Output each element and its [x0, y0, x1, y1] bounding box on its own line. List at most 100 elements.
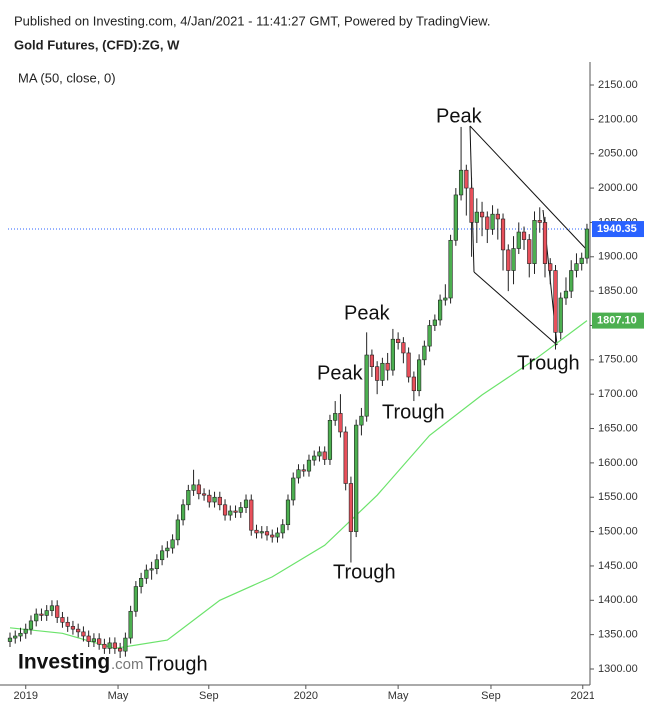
- candle-body: [417, 359, 422, 392]
- candle-body: [91, 638, 97, 642]
- candle-body: [427, 325, 432, 347]
- candle-body: [411, 376, 416, 392]
- candle-body: [212, 496, 217, 503]
- candle-body: [196, 484, 201, 495]
- last-price-box: [592, 221, 644, 238]
- candle-body: [107, 642, 112, 649]
- candle-body: [396, 338, 401, 343]
- candle-body: [474, 211, 479, 223]
- candle-body: [516, 231, 521, 249]
- candle-body: [222, 504, 228, 516]
- candle-body: [254, 529, 259, 534]
- ma-price-label: 1807.10: [597, 315, 637, 327]
- candle-body: [175, 519, 180, 541]
- candle-body: [448, 239, 453, 299]
- candle-body: [270, 534, 275, 538]
- logo-main: Investing: [18, 651, 110, 674]
- last-price-label: 1940.35: [597, 223, 637, 235]
- trend-line: [469, 125, 588, 251]
- y-tick-label: 2150.00: [598, 79, 638, 91]
- candle-body: [238, 507, 243, 513]
- candle-body: [453, 194, 458, 241]
- candle-body: [144, 569, 149, 579]
- candle-body: [291, 477, 296, 501]
- candle-body: [28, 620, 34, 630]
- candle-body: [469, 187, 474, 223]
- candle-body: [301, 469, 306, 472]
- trend-line: [473, 271, 558, 346]
- candle-body: [191, 484, 196, 491]
- candle-body: [128, 610, 133, 639]
- candle-body: [406, 352, 411, 378]
- candle-body: [228, 510, 233, 516]
- candle-body: [306, 459, 312, 472]
- candle-body: [479, 211, 485, 218]
- candle-body: [364, 354, 369, 417]
- candle-body: [207, 494, 212, 503]
- candle-body: [49, 605, 55, 611]
- candle-body: [133, 586, 138, 612]
- candle-body: [312, 455, 317, 461]
- candle-body: [86, 635, 91, 642]
- candle-body: [39, 613, 44, 616]
- candle-body: [112, 642, 117, 649]
- candle-body: [44, 610, 49, 616]
- candle-body: [118, 648, 123, 652]
- logo-suffix: .com: [111, 656, 144, 673]
- candle-body: [7, 637, 13, 642]
- x-tick-label: 2020: [294, 690, 318, 702]
- pattern-annotation: Trough: [382, 401, 445, 423]
- candle-body: [259, 531, 264, 534]
- candle-body: [458, 169, 464, 196]
- candle-body: [123, 637, 128, 652]
- candle-body: [201, 493, 207, 496]
- candle-body: [422, 345, 427, 361]
- pattern-annotation: Trough: [333, 561, 396, 583]
- pattern-annotation: Trough: [145, 653, 208, 675]
- candle-body: [13, 635, 18, 639]
- candle-body: [97, 638, 102, 645]
- candle-body: [511, 248, 516, 271]
- candle-body: [437, 299, 443, 321]
- candle-body: [233, 510, 238, 513]
- y-tick-label: 1450.00: [598, 560, 638, 572]
- candle-body: [322, 451, 327, 460]
- candle-body: [264, 531, 270, 536]
- pattern-annotation: Trough: [517, 352, 580, 374]
- candle-body: [569, 270, 574, 292]
- candle-body: [296, 469, 301, 479]
- candle-body: [327, 419, 333, 460]
- ma-legend: MA (50, close, 0): [18, 70, 116, 85]
- candle-body: [563, 290, 569, 299]
- candle-body: [485, 216, 490, 230]
- y-tick-label: 1700.00: [598, 388, 638, 400]
- candle-body: [532, 220, 537, 264]
- candle-body: [60, 617, 65, 623]
- candle-body: [186, 490, 191, 506]
- candle-body: [359, 415, 364, 426]
- candle-body: [180, 504, 186, 521]
- y-tick-label: 1400.00: [598, 594, 638, 606]
- x-tick-label: 2019: [13, 690, 37, 702]
- candle-body: [490, 213, 495, 230]
- candle-body: [348, 483, 354, 532]
- y-tick-label: 2000.00: [598, 182, 638, 194]
- candle-body: [34, 613, 39, 622]
- candle-body: [165, 547, 170, 552]
- candle-body: [527, 239, 532, 264]
- x-tick-label: May: [388, 690, 409, 702]
- candle-body: [401, 342, 406, 354]
- candle-body: [354, 424, 359, 532]
- candle-body: [579, 257, 584, 264]
- candle-body: [76, 628, 81, 633]
- pattern-annotation: Peak: [436, 105, 483, 127]
- candle-body: [574, 263, 579, 271]
- candle-body: [495, 213, 500, 220]
- candle-body: [102, 643, 107, 649]
- candle-body: [500, 218, 506, 251]
- y-tick-label: 1900.00: [598, 251, 638, 263]
- symbol-title: Gold Futures, (CFD):ZG, W: [14, 37, 180, 52]
- candle-body: [553, 270, 558, 333]
- y-tick-label: 1350.00: [598, 629, 638, 641]
- candle-body: [506, 249, 511, 271]
